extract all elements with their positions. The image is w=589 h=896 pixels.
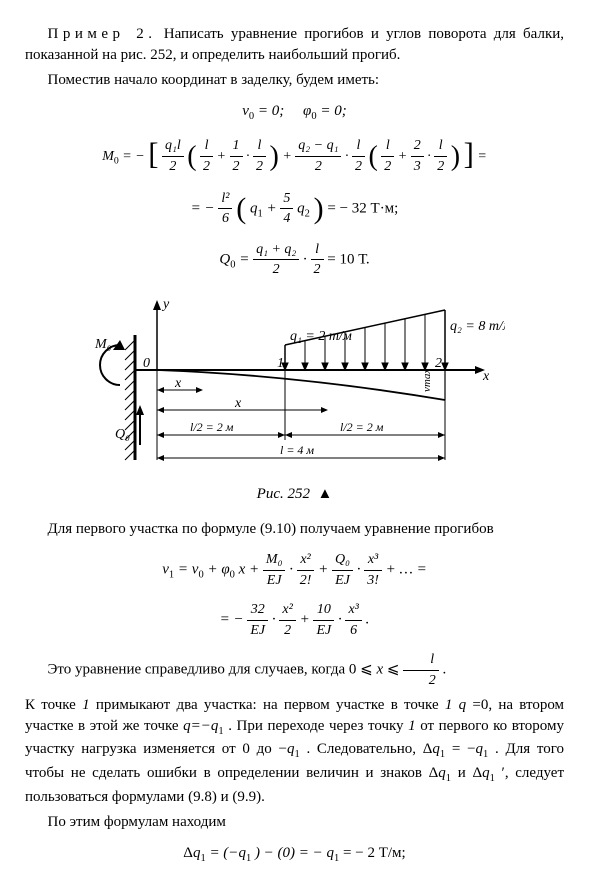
eq-v1: v1 = v0 + φ0 x + M₀EJ · x²2! + Q₀EJ · x³… [25,550,564,590]
eq-v1b: = − 32EJ · x²2 + 10EJ · x³6 . [25,600,564,640]
eq-dq1: Δq1 = (−q1 ) − (0) = − q1 = − 2 Т/м; [25,843,564,867]
svg-text:vmax: vmax [421,369,433,392]
eq-initial: v0 = 0; φ0 = 0; [25,101,564,125]
svg-text:l/2 = 2 м: l/2 = 2 м [190,420,234,434]
fig-caption: Рис. 252 ▲ [25,484,564,505]
eq-m0b: = − l²6 ( q1 + 54 q2 ) = − 32 Т·м; [25,188,564,230]
svg-text:x: x [234,396,242,411]
svg-text:M₀: M₀ [94,337,112,352]
svg-text:1: 1 [277,356,284,371]
svg-text:q₂ = 8 т/м: q₂ = 8 т/м [450,319,505,334]
svg-text:0: 0 [143,356,150,371]
para-2: Для первого участка по формуле (9.10) по… [25,519,564,540]
svg-text:q₁ = 2 т/м: q₁ = 2 т/м [290,329,352,344]
eq-m0: M0 = − [ q₁l2 ( l2 + 12 · l2 ) + q₂ − q₁… [25,135,564,178]
svg-text:y: y [161,297,170,312]
svg-text:l/2 = 2 м: l/2 = 2 м [340,420,384,434]
svg-text:x: x [482,369,490,384]
intro-line2: Поместив начало координат в заделку, буд… [25,70,564,91]
svg-text:2: 2 [435,356,442,371]
svg-text:x: x [174,376,182,391]
para-4: К точке 1 примыкают два участка: на перв… [25,695,564,808]
intro-para: Пример 2. Написать уравнение прогибов и … [25,24,564,66]
para-5: По этим формулам находим [25,812,564,833]
svg-text:Q₀: Q₀ [115,427,130,442]
eq-q0: Q0 = q₁ + q₂2 · l2 = 10 Т. [25,240,564,280]
example-label: Пример 2. [48,26,157,42]
svg-text:l = 4 м: l = 4 м [280,443,314,457]
beam-diagram: y x 0 M₀ Q₀ q₁ = 2 т/м q₂ = 8 т/м [85,290,505,480]
para-3: Это уравнение справедливо для случаев, к… [25,650,564,690]
